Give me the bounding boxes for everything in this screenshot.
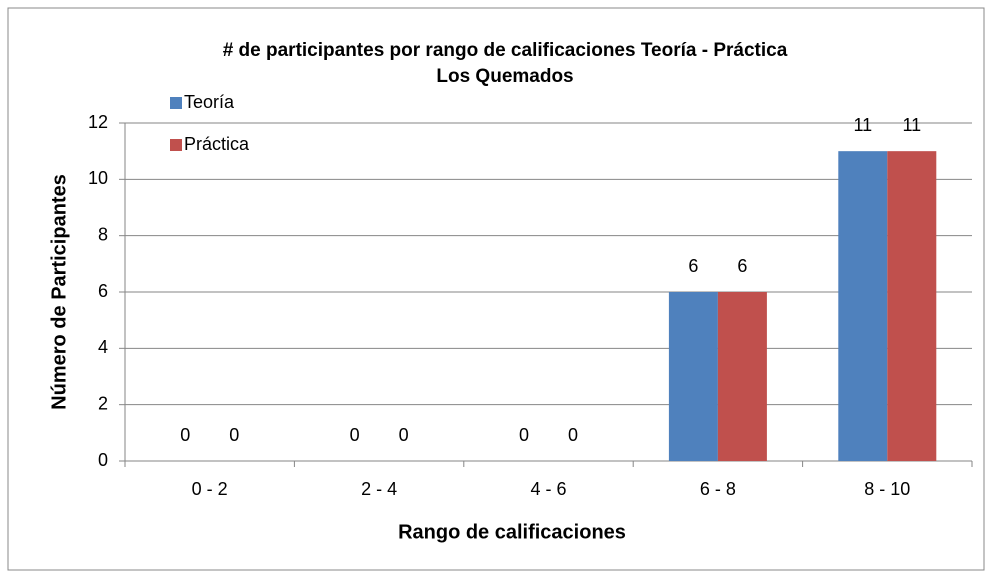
chart-subtitle: Los Quemados [436, 66, 573, 87]
data-label: 0 [399, 425, 409, 445]
chart-title: # de participantes por rango de califica… [223, 40, 788, 61]
bar [887, 151, 937, 461]
data-label: 6 [737, 256, 747, 276]
y-tick-label: 8 [98, 224, 108, 244]
y-tick-label: 4 [98, 337, 108, 357]
y-tick-label: 10 [88, 168, 108, 188]
x-tick-label: 4 - 6 [530, 479, 566, 499]
bar [717, 292, 767, 461]
x-tick-label: 8 - 10 [864, 479, 910, 499]
chart-border [7, 7, 985, 571]
legend-label: Práctica [184, 134, 250, 154]
y-tick-label: 2 [98, 393, 108, 413]
legend-swatch [170, 139, 182, 151]
y-tick-label: 6 [98, 281, 108, 301]
data-label: 11 [902, 115, 921, 135]
data-label: 0 [180, 425, 190, 445]
legend-swatch [170, 97, 182, 109]
x-axis-title: Rango de calificaciones [398, 521, 626, 543]
x-tick-label: 0 - 2 [192, 479, 228, 499]
legend-label: Teoría [184, 92, 235, 112]
data-label: 6 [688, 256, 698, 276]
data-label: 0 [519, 425, 529, 445]
x-tick-label: 6 - 8 [700, 479, 736, 499]
bar [838, 151, 888, 461]
x-tick-label: 2 - 4 [361, 479, 397, 499]
y-axis-title: Número de Participantes [48, 174, 70, 410]
data-label: 0 [350, 425, 360, 445]
data-label: 11 [853, 115, 872, 135]
y-tick-label: 12 [88, 112, 108, 132]
y-tick-label: 0 [98, 450, 108, 470]
bar [668, 292, 718, 461]
data-label: 0 [229, 425, 239, 445]
data-label: 0 [568, 425, 578, 445]
